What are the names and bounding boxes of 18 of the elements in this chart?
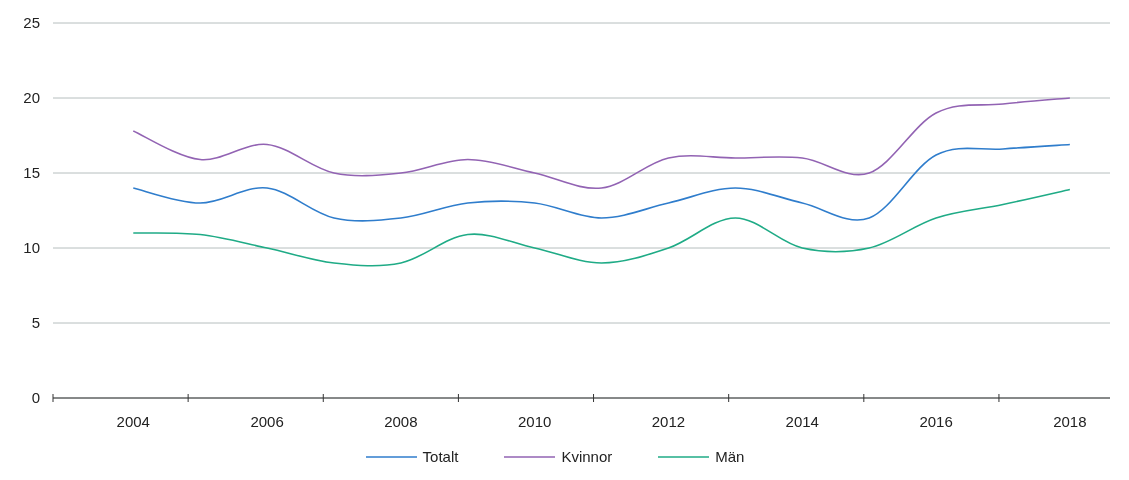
legend-label: Kvinnor	[561, 448, 613, 465]
x-tick-label: 2014	[785, 412, 819, 430]
x-tick-label: 2006	[250, 412, 284, 430]
x-tick-label: 2012	[651, 412, 686, 430]
y-tick-label: 10	[23, 239, 40, 257]
y-tick-label: 5	[31, 314, 40, 332]
x-tick-label: 2008	[384, 412, 418, 430]
legend-label: Totalt	[422, 448, 459, 465]
y-tick-label: 15	[23, 164, 40, 182]
x-tick-label: 2016	[919, 412, 953, 430]
x-tick-label: 2004	[116, 412, 150, 430]
line-series	[132, 97, 1071, 190]
y-tick-label: 20	[23, 89, 40, 107]
legend-label: Män	[715, 448, 745, 465]
x-tick-label: 2010	[517, 412, 552, 430]
y-tick-label: 25	[23, 14, 40, 32]
x-tick-label: 2018	[1053, 412, 1087, 430]
y-tick-label: 0	[31, 389, 40, 407]
